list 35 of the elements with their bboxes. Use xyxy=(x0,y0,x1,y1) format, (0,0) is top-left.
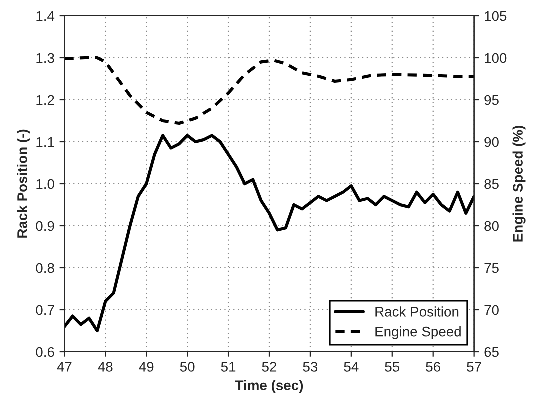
y2-tick-label: 80 xyxy=(484,221,499,232)
y-axis-title: Rack Position (-) xyxy=(17,130,30,238)
y2-tick-label: 85 xyxy=(484,179,499,190)
x-tick-label: 54 xyxy=(344,362,359,372)
x-tick-label: 52 xyxy=(262,362,277,372)
x-tick-label: 56 xyxy=(426,362,440,372)
y2-tick-label: 70 xyxy=(484,305,499,316)
y2-axis-title: Engine Speed (%) xyxy=(512,126,526,242)
x-tick-label: 50 xyxy=(180,362,195,372)
y2-tick-label: 95 xyxy=(484,95,499,106)
y-tick-label: 0.8 xyxy=(36,263,54,274)
line-series xyxy=(64,56,474,126)
x-tick-label: 57 xyxy=(467,362,482,372)
x-tick-label: 49 xyxy=(139,362,154,372)
y-tick-label: 0.9 xyxy=(36,221,54,232)
y-tick-label: 1.3 xyxy=(36,53,54,64)
y2-tick-label: 65 xyxy=(484,347,499,358)
x-tick-label: 53 xyxy=(303,362,318,372)
y2-tick-label: 105 xyxy=(485,11,507,22)
x-tick-label: 51 xyxy=(221,362,236,372)
y2-tick-label: 100 xyxy=(485,53,507,64)
legend-label: Rack Position xyxy=(376,306,459,317)
x-tick-label: 47 xyxy=(57,362,72,372)
x-axis-title: Time (sec) xyxy=(235,380,304,394)
y-tick-label: 0.6 xyxy=(36,347,54,358)
y-tick-label: 0.7 xyxy=(36,305,54,316)
y-tick-label: 1.2 xyxy=(36,95,54,106)
y-tick-label: 1.1 xyxy=(36,137,54,148)
x-tick-label: 55 xyxy=(385,362,400,372)
x-tick-label: 48 xyxy=(98,362,113,372)
y2-tick-label: 90 xyxy=(484,137,499,148)
y2-tick-label: 75 xyxy=(484,263,499,274)
legend-label: Engine Speed xyxy=(376,326,461,340)
y-tick-label: 1.0 xyxy=(36,179,54,190)
y-tick-label: 1.4 xyxy=(36,11,55,22)
